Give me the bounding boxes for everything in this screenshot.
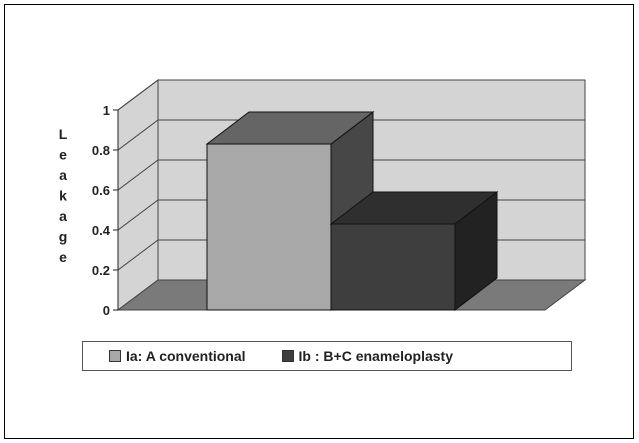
legend-swatch-enameloplasty	[281, 350, 294, 362]
y-axis-label-letter: k	[59, 188, 67, 204]
gridline	[117, 79, 585, 111]
gridline	[117, 119, 585, 151]
y-axis-label-letter: e	[59, 147, 67, 163]
y-axis-label-letter: g	[59, 229, 68, 245]
side-wall	[117, 79, 159, 311]
legend-label-conventional: Ia: A conventional	[126, 348, 246, 364]
y-tick-label: 0.2	[92, 263, 110, 278]
y-tick-label: 1	[103, 103, 110, 118]
y-axis-label-letter: L	[59, 126, 68, 142]
y-tick-label: 0.8	[92, 143, 110, 158]
gridline	[117, 159, 585, 191]
legend-swatch-conventional	[109, 350, 121, 362]
bar-conventional	[206, 143, 332, 311]
y-axis-label-letter: e	[59, 249, 67, 265]
chart-legend: Ia: A conventional Ib : B+C enameloplast…	[82, 341, 572, 371]
y-axis-label-letter: a	[59, 208, 67, 224]
y-tick-label: 0.6	[92, 183, 110, 198]
bar-enameloplasty	[330, 223, 456, 311]
y-tick-label: 0	[103, 303, 110, 318]
legend-label-enameloplasty: Ib : B+C enameloplasty	[298, 348, 453, 364]
y-axis-label-letter: a	[59, 167, 67, 183]
legend-item-conventional: Ia: A conventional	[109, 348, 246, 364]
legend-item-enameloplasty: Ib : B+C enameloplasty	[281, 348, 453, 364]
y-tick-label: 0.4	[92, 223, 111, 238]
